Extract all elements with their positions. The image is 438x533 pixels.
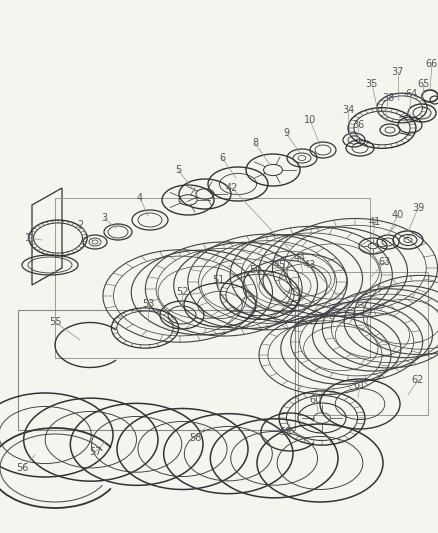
Text: 4: 4 — [137, 193, 143, 203]
Text: 2: 2 — [77, 220, 83, 230]
Text: 36: 36 — [351, 120, 363, 130]
Text: 44: 44 — [293, 253, 305, 263]
Text: 59: 59 — [278, 427, 290, 437]
Text: 63: 63 — [378, 257, 390, 267]
Text: 35: 35 — [365, 79, 377, 89]
Text: 39: 39 — [411, 203, 423, 213]
Text: 1: 1 — [25, 233, 31, 243]
Text: 65: 65 — [417, 79, 429, 89]
Text: 57: 57 — [88, 447, 101, 457]
Text: 3: 3 — [101, 213, 107, 223]
Text: 45: 45 — [273, 260, 286, 270]
Text: 37: 37 — [391, 67, 403, 77]
Text: 10: 10 — [303, 115, 315, 125]
Text: 38: 38 — [381, 93, 393, 103]
Text: 60: 60 — [309, 395, 321, 405]
Text: 61: 61 — [353, 380, 365, 390]
Text: 43: 43 — [303, 260, 315, 270]
Text: 34: 34 — [341, 105, 353, 115]
Text: 6: 6 — [219, 153, 225, 163]
Text: 41: 41 — [368, 217, 380, 227]
Text: 52: 52 — [175, 287, 188, 297]
Text: 66: 66 — [425, 59, 437, 69]
Text: 64: 64 — [405, 89, 417, 99]
Text: 56: 56 — [16, 463, 28, 473]
Text: 40: 40 — [391, 210, 403, 220]
Text: 9: 9 — [283, 128, 288, 138]
Text: 55: 55 — [49, 317, 61, 327]
Text: 42: 42 — [225, 183, 238, 193]
Text: 58: 58 — [188, 433, 201, 443]
Text: 53: 53 — [141, 299, 154, 309]
Text: 5: 5 — [174, 165, 181, 175]
Text: 62: 62 — [411, 375, 423, 385]
Text: 50: 50 — [248, 265, 261, 275]
Text: 8: 8 — [251, 138, 258, 148]
Text: 51: 51 — [211, 275, 224, 285]
